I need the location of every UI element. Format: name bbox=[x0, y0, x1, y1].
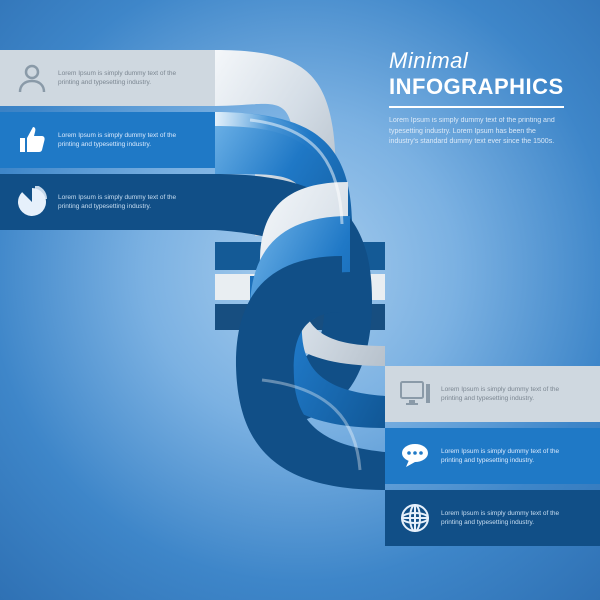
spiral-ribbon bbox=[0, 0, 600, 600]
